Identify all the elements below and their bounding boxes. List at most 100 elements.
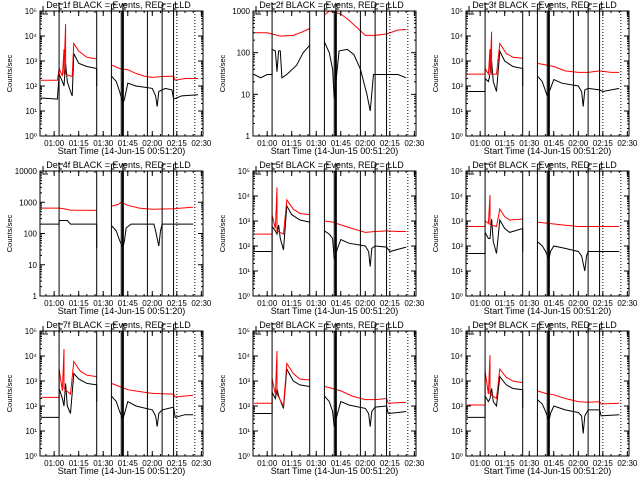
- flag-marker: [548, 323, 553, 334]
- x-axis-label: Start Time (14-Jun-15 00:51:20): [58, 466, 186, 476]
- events-series-line: [467, 218, 524, 254]
- panel-det-2: 1 10 100 1000 01:00 01:15 01:30 01:45 02:00 02:15…: [218, 0, 425, 156]
- x-tick-label: 01:15: [69, 459, 90, 468]
- x-tick-label: 01:00: [44, 139, 65, 148]
- events-series-line: [41, 372, 98, 418]
- flag-marker: [335, 323, 340, 334]
- flag-marker: [548, 3, 553, 14]
- x-tick-label: 01:15: [495, 459, 516, 468]
- x-tick-label: 02:15: [380, 459, 401, 468]
- y-tick-label: 1000: [19, 198, 37, 207]
- y-tick-label: 10³: [238, 377, 250, 386]
- y-tick-label: 10¹: [238, 427, 250, 436]
- panel-title: Det 3f BLACK = Events, RED = LLD: [472, 0, 617, 10]
- x-tick-label: 01:30: [519, 459, 540, 468]
- lld-series-line: [111, 64, 199, 81]
- x-axis-label: Start Time (14-Jun-15 00:51:20): [271, 146, 399, 156]
- x-axis-label: Start Time (14-Jun-15 00:51:20): [58, 306, 186, 316]
- x-tick-label: 01:15: [282, 459, 303, 468]
- flag-marker: [255, 6, 261, 15]
- y-tick-label: 10⁴: [451, 32, 464, 41]
- x-tick-label: 02:30: [617, 459, 638, 468]
- x-axis-label: Start Time (14-Jun-15 00:51:20): [271, 466, 399, 476]
- flag-marker: [161, 3, 167, 14]
- flag-marker: [587, 3, 593, 14]
- y-axis-label: Counts/sec: [431, 374, 440, 412]
- flag-marker: [271, 3, 277, 14]
- x-tick-label: 02:30: [404, 139, 425, 148]
- y-tick-label: 10⁴: [238, 352, 251, 361]
- flag-marker: [255, 326, 261, 335]
- x-tick-label: 01:45: [331, 459, 352, 468]
- flag-marker: [599, 323, 604, 334]
- x-axis-label: Start Time (14-Jun-15 00:51:20): [58, 146, 186, 156]
- y-tick-label: 10²: [451, 242, 463, 251]
- flag-marker: [271, 323, 277, 334]
- x-tick-label: 01:00: [44, 299, 65, 308]
- events-series-line: [111, 75, 199, 107]
- lld-series-line: [537, 221, 620, 227]
- lld-series-line: [41, 348, 97, 398]
- x-tick-label: 01:30: [519, 299, 540, 308]
- y-tick-label: 10⁰: [451, 292, 463, 301]
- x-tick-label: 02:15: [593, 139, 614, 148]
- x-tick-label: 02:00: [568, 139, 589, 148]
- panel-title: Det 6f BLACK = Events, RED = LLD: [472, 160, 617, 170]
- x-tick-label: 01:45: [544, 139, 565, 148]
- x-tick-label: 02:00: [355, 459, 376, 468]
- x-axis-label: Start Time (14-Jun-15 00:51:20): [484, 146, 612, 156]
- flag-marker: [374, 163, 380, 174]
- plot-frame: [465, 10, 630, 137]
- x-tick-label: 01:45: [331, 139, 352, 148]
- y-tick-label: 100: [24, 230, 38, 239]
- y-tick-label: 10¹: [451, 107, 463, 116]
- panel-title: Det 4f BLACK = Events, RED = LLD: [46, 160, 191, 170]
- flag-marker: [173, 323, 178, 334]
- x-tick-label: 02:00: [142, 299, 163, 308]
- flag-marker: [335, 163, 340, 174]
- events-series-line: [537, 399, 620, 434]
- x-tick-label: 01:45: [118, 459, 139, 468]
- x-axis-label: Start Time (14-Jun-15 00:51:20): [271, 306, 399, 316]
- x-tick-label: 02:15: [167, 299, 188, 308]
- plot-frame: [465, 170, 630, 297]
- lld-series-line: [41, 24, 97, 81]
- x-tick-label: 02:15: [593, 459, 614, 468]
- lld-series-line: [467, 354, 523, 406]
- x-tick-label: 01:45: [118, 139, 139, 148]
- lld-series-line: [41, 207, 97, 211]
- plot-frame: [39, 330, 204, 457]
- lld-series-line: [467, 194, 523, 228]
- y-tick-label: 10¹: [25, 107, 37, 116]
- flag-marker: [173, 163, 178, 174]
- x-tick-label: 02:30: [191, 139, 212, 148]
- x-tick-label: 02:30: [191, 299, 212, 308]
- x-tick-label: 01:00: [470, 299, 491, 308]
- flag-marker: [42, 326, 48, 335]
- flag-marker: [386, 3, 391, 14]
- y-tick-label: 10⁴: [451, 192, 464, 201]
- flag-marker: [468, 6, 474, 15]
- x-tick-label: 01:30: [306, 459, 327, 468]
- y-tick-label: 10²: [451, 402, 463, 411]
- x-axis-label: Start Time (14-Jun-15 00:51:20): [484, 306, 612, 316]
- events-series-line: [537, 241, 620, 272]
- y-tick-label: 10: [28, 261, 37, 270]
- y-axis-label: Counts/sec: [431, 54, 440, 92]
- y-tick-label: 10²: [25, 82, 37, 91]
- flag-marker: [173, 3, 178, 14]
- flag-marker: [122, 3, 127, 14]
- flag-marker: [484, 323, 490, 334]
- y-tick-label: 10²: [238, 402, 250, 411]
- flag-marker: [386, 163, 391, 174]
- flag-marker: [468, 166, 474, 175]
- flag-marker: [122, 163, 127, 174]
- lld-series-line: [111, 201, 194, 210]
- lld-series-line: [254, 187, 310, 235]
- x-tick-label: 01:45: [331, 299, 352, 308]
- y-tick-label: 10⁵: [25, 7, 37, 16]
- x-tick-label: 01:15: [282, 299, 303, 308]
